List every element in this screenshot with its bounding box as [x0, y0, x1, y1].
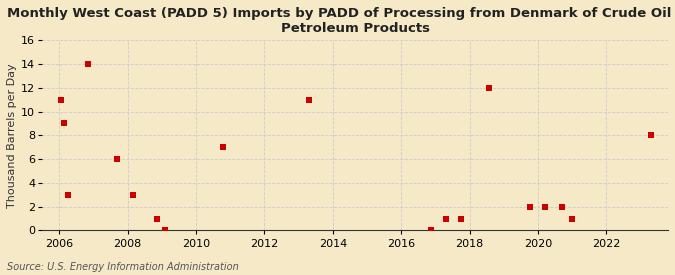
Point	[456, 216, 466, 221]
Point	[160, 228, 171, 233]
Point	[112, 157, 123, 161]
Point	[539, 205, 550, 209]
Point	[59, 121, 70, 126]
Title: Monthly West Coast (PADD 5) Imports by PADD of Processing from Denmark of Crude : Monthly West Coast (PADD 5) Imports by P…	[7, 7, 675, 35]
Point	[567, 216, 578, 221]
Y-axis label: Thousand Barrels per Day: Thousand Barrels per Day	[7, 63, 17, 208]
Point	[483, 86, 494, 90]
Point	[304, 98, 315, 102]
Point	[645, 133, 656, 138]
Point	[55, 98, 66, 102]
Point	[557, 205, 568, 209]
Point	[62, 192, 73, 197]
Text: Source: U.S. Energy Information Administration: Source: U.S. Energy Information Administ…	[7, 262, 238, 272]
Point	[426, 228, 437, 233]
Point	[83, 62, 94, 66]
Point	[524, 205, 535, 209]
Point	[218, 145, 229, 149]
Point	[151, 216, 162, 221]
Point	[128, 192, 138, 197]
Point	[440, 216, 451, 221]
